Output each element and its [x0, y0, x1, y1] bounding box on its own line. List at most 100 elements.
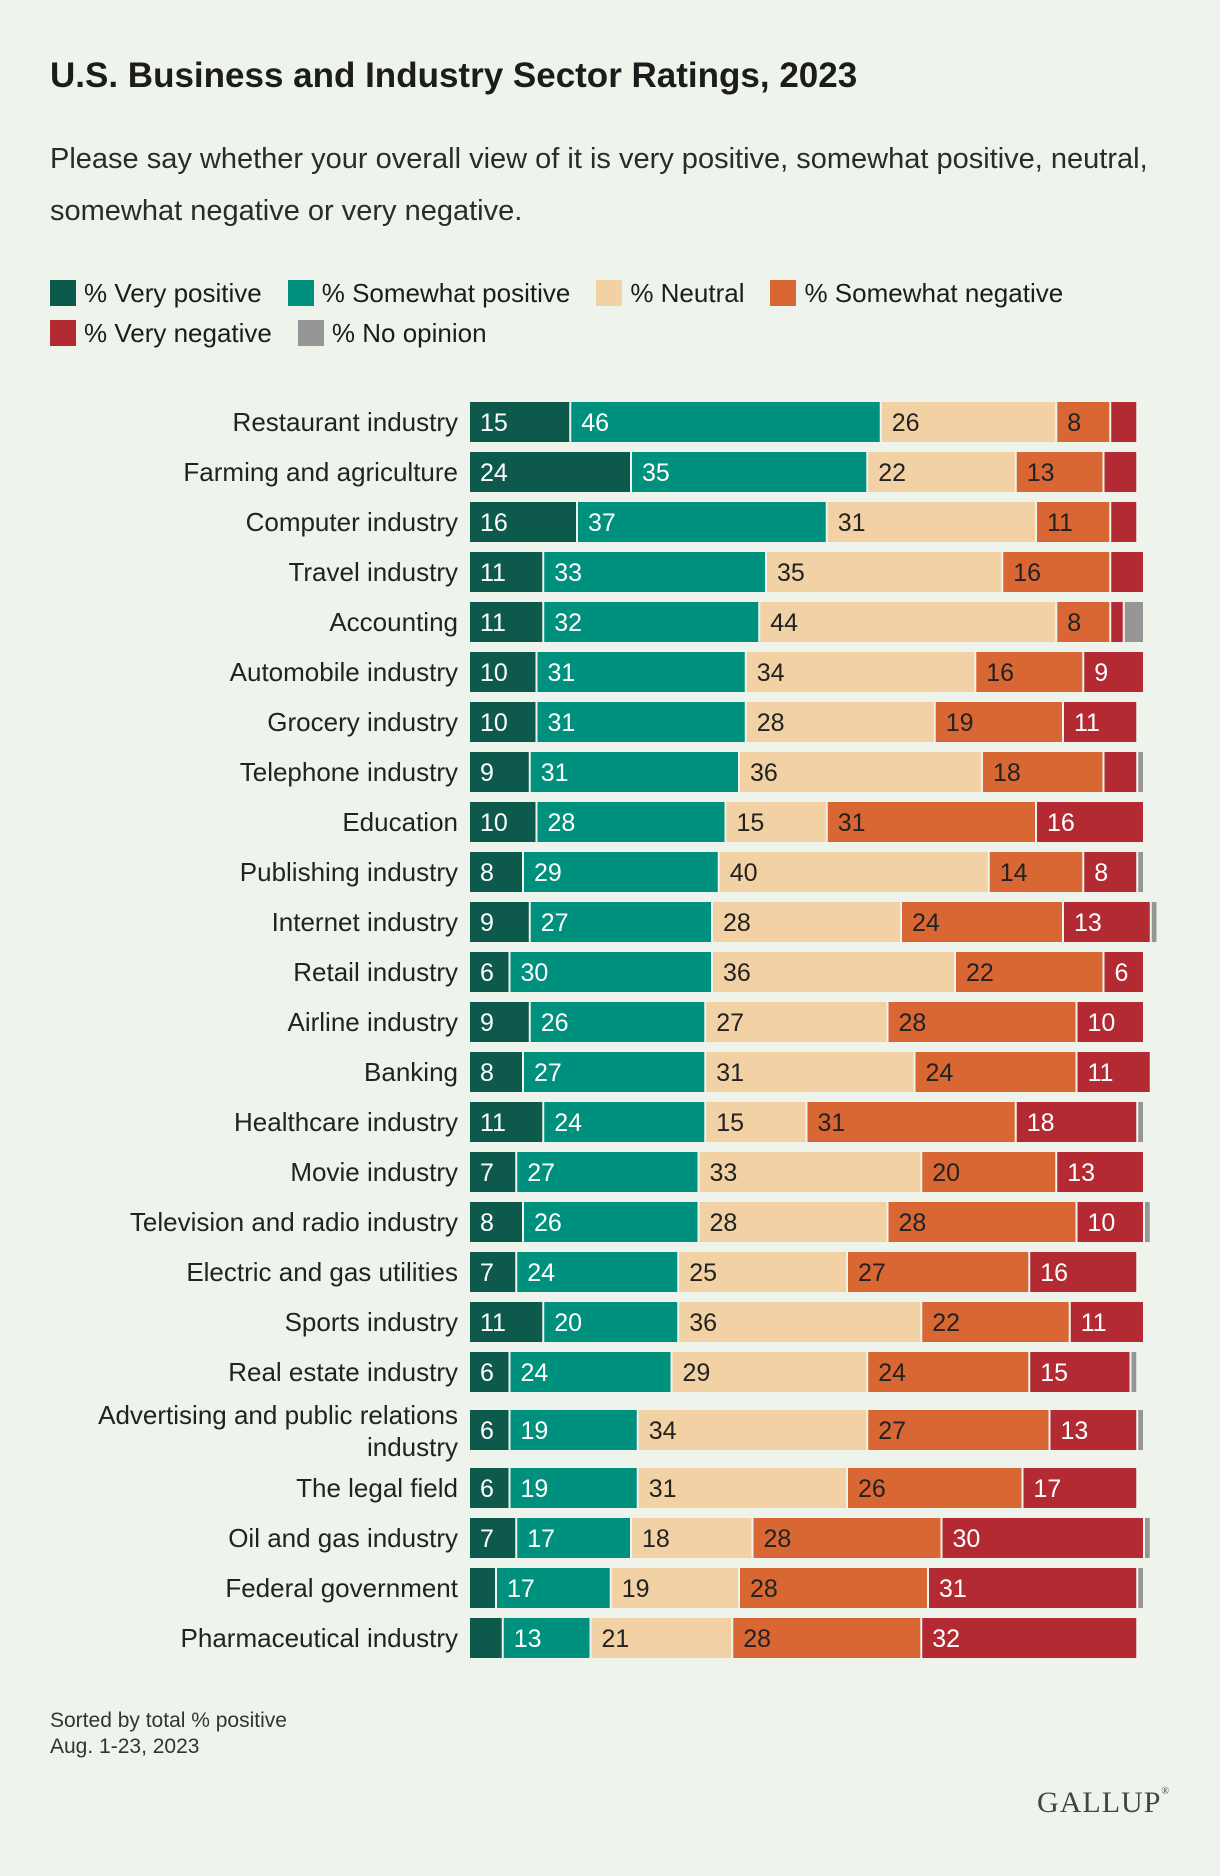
data-label: 31 — [541, 759, 569, 787]
bar-segment-somewhat-positive — [530, 902, 711, 942]
data-label: 27 — [878, 1417, 906, 1445]
data-label: 24 — [521, 1359, 549, 1387]
data-label: 31 — [939, 1575, 967, 1603]
data-label: 25 — [689, 1259, 717, 1287]
data-label: 24 — [480, 459, 508, 487]
bar-segment-very-positive — [470, 1468, 509, 1508]
bar-segment-somewhat-positive — [632, 452, 867, 492]
bar-segment-somewhat-negative — [956, 952, 1103, 992]
data-label: 15 — [737, 809, 765, 837]
data-label: 19 — [521, 1475, 549, 1503]
bar-segment-somewhat-negative — [753, 1518, 941, 1558]
category-label: Computer industry — [246, 507, 458, 537]
bar-segment-very-negative — [929, 1568, 1137, 1608]
bar-segment-very-positive — [470, 1568, 495, 1608]
data-label: 22 — [878, 459, 906, 487]
data-label: 16 — [1013, 559, 1041, 587]
data-label: 46 — [581, 409, 609, 437]
bar-segment-no-opinion — [1124, 602, 1143, 642]
bar-segment-neutral — [638, 1410, 867, 1450]
bar-segment-neutral — [760, 602, 1056, 642]
legend-swatch — [596, 280, 623, 306]
data-label: 27 — [858, 1259, 886, 1287]
bar-segment-somewhat-negative — [740, 1568, 927, 1608]
data-label: 40 — [730, 859, 758, 887]
bar-segment-somewhat-negative — [733, 1618, 921, 1658]
data-label: 8 — [1094, 859, 1108, 887]
data-label: 31 — [649, 1475, 677, 1503]
bar-segment-very-negative — [1111, 502, 1137, 542]
data-label: 6 — [480, 1417, 494, 1445]
bar-segment-no-opinion — [1138, 852, 1143, 892]
data-label: 11 — [1081, 1309, 1107, 1337]
data-label: 16 — [1040, 1259, 1068, 1287]
data-label: 17 — [527, 1525, 555, 1553]
bar-segment-somewhat-negative — [848, 1252, 1029, 1292]
data-label: 6 — [1115, 959, 1129, 987]
data-label: 18 — [1027, 1109, 1055, 1137]
bar-segment-somewhat-positive — [578, 502, 826, 542]
bar-segment-very-negative — [1030, 1252, 1137, 1292]
category-label: Automobile industry — [230, 657, 458, 687]
category-label: Healthcare industry — [234, 1107, 458, 1137]
bar-segment-neutral — [868, 452, 1015, 492]
bar-segment-somewhat-positive — [517, 1252, 678, 1292]
data-label: 29 — [683, 1359, 711, 1387]
bar-segment-somewhat-negative — [807, 1102, 1015, 1142]
data-label: 28 — [899, 1009, 927, 1037]
data-label: 28 — [710, 1209, 738, 1237]
bar-segment-very-positive — [470, 1252, 516, 1292]
data-label: 26 — [541, 1009, 569, 1037]
data-label: 19 — [521, 1417, 549, 1445]
data-label: 30 — [953, 1525, 981, 1553]
data-label: 7 — [480, 1525, 494, 1553]
data-label: 14 — [1000, 859, 1028, 887]
data-label: 11 — [480, 1309, 506, 1337]
data-label: 15 — [1040, 1359, 1068, 1387]
data-label: 27 — [527, 1159, 555, 1187]
bar-segment-somewhat-negative — [868, 1352, 1029, 1392]
bar-segment-somewhat-negative — [935, 702, 1062, 742]
brand-name: GALLUP — [1037, 1786, 1162, 1819]
data-label: 19 — [622, 1575, 650, 1603]
bar-segment-neutral — [713, 902, 900, 942]
bar-segment-neutral — [679, 1252, 846, 1292]
bar-segment-very-negative — [1064, 702, 1137, 742]
bar-segment-no-opinion — [1151, 902, 1157, 942]
bar-segment-somewhat-negative — [983, 752, 1103, 792]
data-label: 33 — [554, 559, 582, 587]
bar-segment-neutral — [632, 1518, 752, 1558]
data-label: 18 — [993, 759, 1021, 787]
data-label: 26 — [534, 1209, 562, 1237]
bar-segment-very-positive — [470, 1518, 516, 1558]
chart-title: U.S. Business and Industry Sector Rating… — [50, 56, 858, 95]
bar-segment-very-negative — [1104, 952, 1143, 992]
bar-segment-somewhat-positive — [503, 1618, 590, 1658]
data-label: 11 — [1074, 709, 1100, 737]
bar-segment-somewhat-positive — [510, 1352, 671, 1392]
data-label: 10 — [480, 809, 508, 837]
data-label: 28 — [743, 1625, 771, 1653]
legend-swatch — [770, 280, 797, 306]
data-label: 34 — [649, 1417, 677, 1445]
bar-segment-very-positive — [470, 552, 543, 592]
bar-segment-very-negative — [1057, 1152, 1143, 1192]
category-label: Retail industry — [293, 957, 458, 987]
bar-segment-very-negative — [1037, 802, 1143, 842]
bar-segment-somewhat-positive — [524, 852, 718, 892]
data-label: 31 — [548, 659, 576, 687]
bar-segment-very-negative — [942, 1518, 1143, 1558]
bar-segment-somewhat-positive — [510, 1410, 637, 1450]
data-label: 11 — [1047, 509, 1073, 537]
category-label: Electric and gas utilities — [186, 1257, 458, 1287]
bar-segment-neutral — [881, 402, 1056, 442]
data-label: 28 — [750, 1575, 778, 1603]
bar-segment-somewhat-positive — [544, 602, 759, 642]
data-label: 28 — [899, 1209, 927, 1237]
category-label: Grocery industry — [267, 707, 458, 737]
sort-note: Sorted by total % positive — [50, 1709, 287, 1732]
data-label: 19 — [946, 709, 974, 737]
legend-label: % Somewhat negative — [804, 277, 1064, 308]
bar-segment-neutral — [706, 1052, 914, 1092]
data-label: 10 — [480, 709, 508, 737]
